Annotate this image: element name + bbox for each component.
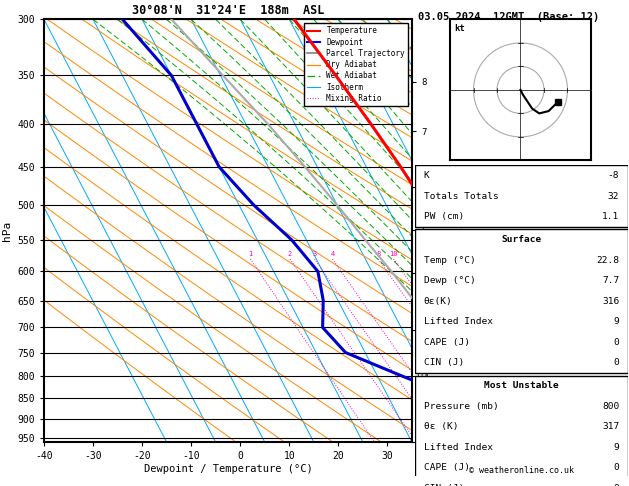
Text: 317: 317	[602, 422, 619, 431]
Text: 0: 0	[613, 338, 619, 347]
Text: CAPE (J): CAPE (J)	[424, 463, 470, 472]
Text: 3: 3	[313, 251, 316, 257]
Bar	[415, 376, 628, 486]
Text: θε (K): θε (K)	[424, 422, 458, 431]
Text: Mixing Ratio (g/kg): Mixing Ratio (g/kg)	[456, 183, 465, 278]
Text: 0: 0	[613, 358, 619, 367]
Title: 30°08'N  31°24'E  188m  ASL: 30°08'N 31°24'E 188m ASL	[132, 4, 324, 17]
Text: 800: 800	[602, 402, 619, 411]
Text: kt: kt	[455, 24, 465, 33]
X-axis label: Dewpoint / Temperature (°C): Dewpoint / Temperature (°C)	[143, 464, 313, 474]
Text: 10: 10	[389, 251, 398, 257]
Y-axis label: km
ASL: km ASL	[443, 231, 460, 252]
Legend: Temperature, Dewpoint, Parcel Trajectory, Dry Adiabat, Wet Adiabat, Isotherm, Mi: Temperature, Dewpoint, Parcel Trajectory…	[304, 23, 408, 106]
Text: Pressure (mb): Pressure (mb)	[424, 402, 498, 411]
Text: 8: 8	[376, 251, 381, 257]
Text: 9: 9	[613, 443, 619, 452]
Text: 03.05.2024  12GMT  (Base: 12): 03.05.2024 12GMT (Base: 12)	[418, 12, 599, 22]
Text: 1.1: 1.1	[602, 212, 619, 221]
Text: Lifted Index: Lifted Index	[424, 317, 493, 326]
Text: -8: -8	[608, 171, 619, 180]
Text: CAPE (J): CAPE (J)	[424, 338, 470, 347]
Text: 0: 0	[613, 484, 619, 486]
Text: 1: 1	[248, 251, 253, 257]
Y-axis label: hPa: hPa	[2, 221, 12, 241]
Text: 0: 0	[613, 463, 619, 472]
Text: 316: 316	[602, 296, 619, 306]
Text: θε(K): θε(K)	[424, 296, 452, 306]
Text: LCL: LCL	[416, 372, 431, 381]
Text: Dewp (°C): Dewp (°C)	[424, 276, 476, 285]
Bar	[415, 229, 628, 373]
Text: Surface: Surface	[501, 235, 542, 244]
Text: 7.7: 7.7	[602, 276, 619, 285]
Text: PW (cm): PW (cm)	[424, 212, 464, 221]
Text: Temp (°C): Temp (°C)	[424, 256, 476, 264]
Text: 4: 4	[330, 251, 335, 257]
Text: K: K	[424, 171, 430, 180]
Text: CIN (J): CIN (J)	[424, 484, 464, 486]
Text: 22.8: 22.8	[596, 256, 619, 264]
Text: © weatheronline.co.uk: © weatheronline.co.uk	[469, 466, 574, 475]
Text: 32: 32	[608, 191, 619, 201]
Bar	[415, 165, 628, 227]
Text: CIN (J): CIN (J)	[424, 358, 464, 367]
Text: Totals Totals: Totals Totals	[424, 191, 498, 201]
Text: 2: 2	[288, 251, 292, 257]
Text: Most Unstable: Most Unstable	[484, 382, 559, 390]
Text: 9: 9	[613, 317, 619, 326]
Text: Lifted Index: Lifted Index	[424, 443, 493, 452]
